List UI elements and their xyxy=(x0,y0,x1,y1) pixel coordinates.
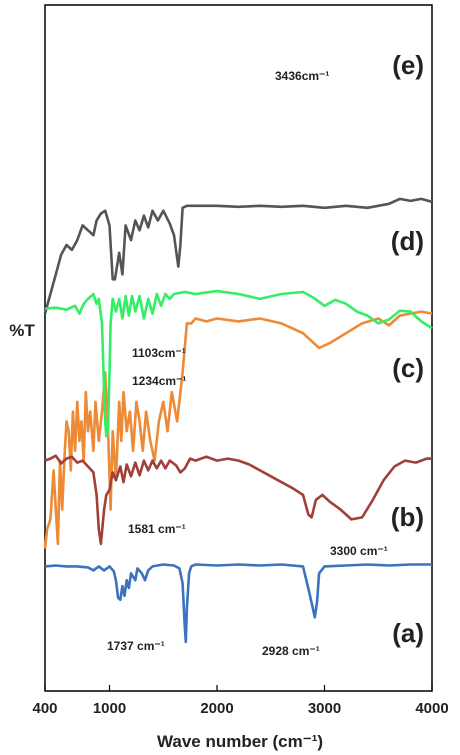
x-tick-layer: 400 1000 2000 3000 4000 xyxy=(32,685,449,717)
series-label-b: (b) xyxy=(391,502,424,532)
x-tick-label-3000: 3000 xyxy=(308,700,341,717)
annotation-1234: 1234cm⁻¹ xyxy=(132,374,186,388)
series-line-e xyxy=(43,310,433,549)
annotation-1581: 1581 cm⁻¹ xyxy=(128,522,186,536)
series-line-a xyxy=(44,563,432,644)
x-tick-label-4000: 4000 xyxy=(415,700,448,717)
annotation-1103: 1103cm⁻¹ xyxy=(132,346,186,360)
series-line-b xyxy=(44,454,432,546)
series-label-c: (c) xyxy=(392,353,424,383)
x-tick-label-2000: 2000 xyxy=(200,700,233,717)
annotation-2928: 2928 cm⁻¹ xyxy=(262,644,320,658)
annotation-3436: 3436cm⁻¹ xyxy=(275,69,329,83)
annotation-1737: 1737 cm⁻¹ xyxy=(107,639,165,653)
series-line-d xyxy=(43,197,433,314)
series-label-d: (d) xyxy=(391,226,424,256)
x-tick-label-400: 400 xyxy=(32,700,57,717)
y-axis-label: %T xyxy=(9,321,35,340)
plot-frame xyxy=(44,4,433,692)
series-line-c xyxy=(44,289,433,438)
annotation-3300: 3300 cm⁻¹ xyxy=(330,544,388,558)
series-layer xyxy=(43,197,433,644)
series-label-a: (a) xyxy=(392,618,424,648)
x-tick-label-1000: 1000 xyxy=(93,700,126,717)
x-axis-label: Wave number (cm⁻¹) xyxy=(157,732,323,751)
series-label-e: (e) xyxy=(392,50,424,80)
